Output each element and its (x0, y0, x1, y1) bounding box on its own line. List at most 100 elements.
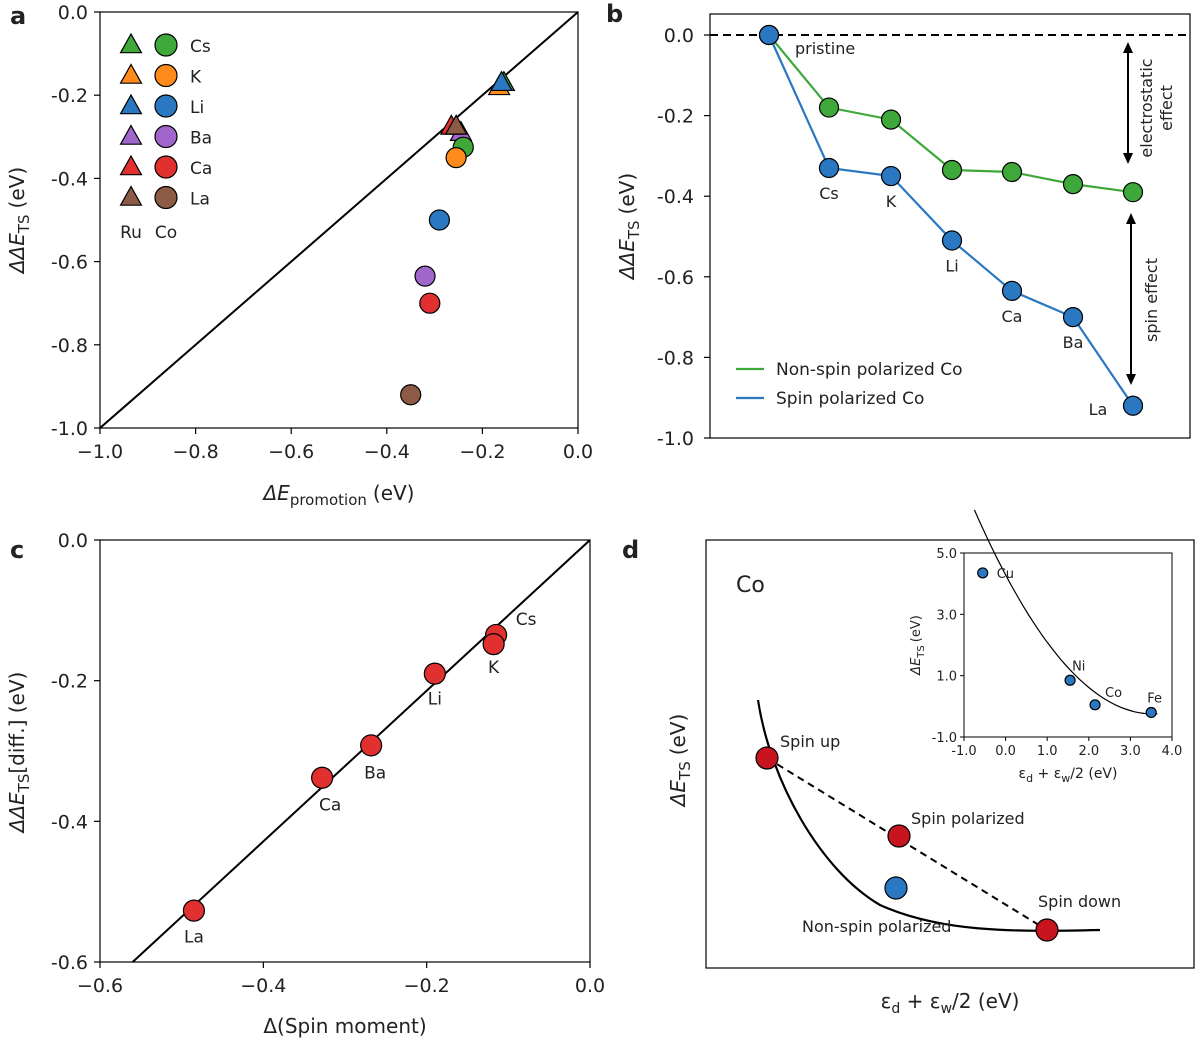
panel-c-point-label-ba: Ba (364, 763, 386, 783)
panel-a-ru-marker-li (490, 70, 513, 92)
inset-point-cu (977, 567, 989, 579)
inset-point-label-ni: Ni (1072, 659, 1085, 674)
panel-a-legend-circle (154, 185, 178, 210)
inset-point-co (1089, 699, 1101, 711)
panel-c-point-label-ca: Ca (319, 796, 341, 816)
inset-point-label-cu: Cu (997, 567, 1014, 582)
panel-b-legend-label: Non-spin polarized Co (776, 360, 962, 380)
panel-b-frame (709, 13, 1191, 439)
inset-frame (963, 552, 1173, 738)
panel-d-spin-up-point (755, 746, 779, 770)
panel-a-legend-triangle (119, 185, 143, 206)
panel-a-legend-circle (154, 63, 178, 88)
panel-d-label-spin-down: Spin down (1038, 892, 1121, 911)
panel-c-point-label-li: Li (428, 690, 442, 710)
panel-b-legend-label: Spin polarized Co (776, 389, 924, 409)
inset-xtick-label: -1.0 (951, 744, 976, 759)
panel-a-legend-label: Li (190, 98, 204, 118)
panel-d-dashed-line (766, 757, 1048, 931)
panel-c-xlabel: Δ(Spin moment) (263, 1014, 426, 1038)
panel-a-legend: Cs K Li Ba Ca La Ru Co (119, 32, 212, 243)
panel-c-frame (99, 539, 591, 963)
panel-a-markers (400, 70, 516, 406)
panel-a-legend-label: K (190, 68, 202, 88)
panel-b-label-pristine: pristine (795, 39, 855, 58)
panel-c-point-li (423, 662, 446, 685)
inset-xtick-label: 3.0 (1120, 744, 1141, 759)
panel-a-co-marker-li (428, 209, 450, 231)
panel-label-c: c (10, 536, 24, 564)
panel-a-legend-circle (154, 155, 178, 179)
panel-b-point-1-5 (1062, 307, 1084, 328)
panel-b-ytick-label: -0.6 (657, 267, 694, 289)
panel-b: 0.0 -0.2 -0.4 -0.6 -0.8 -1.0 pristine Cs K Li Ca B… (615, 13, 1191, 450)
panel-b-point-1-3 (941, 230, 963, 251)
panel-c-xticks: −0.6 −0.4 −0.2 0.0 (77, 962, 605, 997)
panel-d-label-spin-polarized: Spin polarized (911, 809, 1025, 828)
panel-a-legend-label: Cs (190, 37, 211, 57)
panel-b-point-1-0 (758, 24, 780, 46)
panel-b-label-ba: Ba (1063, 333, 1084, 352)
panel-b-ytick-label: 0.0 (664, 25, 694, 47)
panel-b-point-0-6 (1122, 182, 1144, 203)
panel-c-ytick-label: -0.4 (51, 811, 88, 833)
panel-b-point-1-4 (1001, 280, 1023, 302)
panel-b-arrowhead (1126, 213, 1136, 224)
panel-c-point-ba (360, 734, 383, 757)
panel-b-label-ca: Ca (1002, 307, 1023, 326)
panel-a-legend-label: Ba (190, 129, 212, 149)
panel-a-xtick-label: −0.2 (459, 441, 505, 463)
panel-b-point-1-2 (880, 165, 902, 187)
panel-a-ylabel: ΔΔETS(eV) (5, 167, 33, 275)
panel-c: −0.6 −0.4 −0.2 0.0 0.0-0.2-0.4-0.6 CsKLiBaC… (5, 530, 605, 1038)
panel-a: −1.0 −0.8 −0.6 −0.4 −0.2 0.0 0.0 -0.2 -0.4 -0.6 -… (5, 2, 593, 509)
panel-a-legend-circle (154, 124, 178, 149)
panel-a-legend-triangle (119, 63, 143, 84)
panel-b-electrostatic-label: effect (1157, 85, 1176, 131)
panel-a-ytick-label: -1.0 (51, 418, 88, 440)
inset-yticks: 5.0 3.0 1.0 -1.0 (932, 547, 964, 746)
inset-point-ni (1064, 674, 1076, 686)
inset-ytick-label: 1.0 (936, 670, 957, 685)
panel-b-point-0-2 (880, 109, 902, 130)
panel-d-xlabel: εd + εw/2 (eV) (881, 989, 1020, 1017)
panel-b-series (758, 24, 1144, 416)
panel-d-frame (705, 539, 1195, 969)
panel-c-point-label-k: K (488, 658, 500, 678)
inset-xtick-label: 1.0 (1037, 744, 1058, 759)
panel-a-xtick-label: −1.0 (77, 441, 123, 463)
panel-a-xlabel: ΔEpromotion (eV) (262, 481, 415, 509)
panel-b-arrowhead (1126, 374, 1136, 385)
inset-xtick-label: 0.0 (995, 744, 1016, 759)
panel-c-xtick-label: −0.4 (240, 975, 286, 997)
panel-c-point-k (482, 632, 505, 656)
panel-a-legend-circle (154, 33, 178, 57)
panel-b-point-1-6 (1122, 395, 1144, 416)
panel-b-label-k: K (886, 192, 897, 211)
panel-b-ytick-label: -0.4 (657, 186, 694, 208)
panel-b-arrowhead (1123, 42, 1133, 53)
panel-a-ytick-label: 0.0 (58, 2, 88, 24)
inset-point-label-fe: Fe (1147, 691, 1162, 706)
panel-d-spin-polarized-point (887, 824, 911, 848)
panel-a-ytick-label: -0.4 (51, 168, 88, 190)
panel-b-electrostatic-label: electrostatic (1137, 58, 1156, 157)
panel-b-label-cs: Cs (819, 184, 839, 203)
panel-a-ytick-label: -0.6 (51, 252, 88, 274)
panel-a-legend-footer: Ru (120, 223, 142, 243)
inset-point-label-co: Co (1105, 686, 1122, 701)
panel-c-point-ca (311, 766, 334, 789)
panel-b-legend: Non-spin polarized Co Spin polarized Co (736, 360, 962, 409)
panel-a-legend-circle (154, 94, 178, 118)
panel-b-spin-label: spin effect (1142, 258, 1161, 342)
inset-ylabel: ΔETS(eV) (909, 615, 927, 676)
panel-d-non-spin-point (884, 876, 908, 900)
panel-b-ytick-label: -0.2 (657, 106, 694, 128)
panel-b-point-0-5 (1062, 174, 1084, 195)
panel-b-point-0-3 (941, 159, 963, 181)
panel-b-point-0-4 (1001, 161, 1023, 183)
panel-a-xtick-label: −0.6 (268, 441, 314, 463)
inset-xticks: -1.0 0.0 1.0 2.0 3.0 4.0 (951, 737, 1182, 759)
panel-a-co-marker-k (445, 147, 467, 169)
panel-a-co-marker-la (400, 384, 422, 406)
